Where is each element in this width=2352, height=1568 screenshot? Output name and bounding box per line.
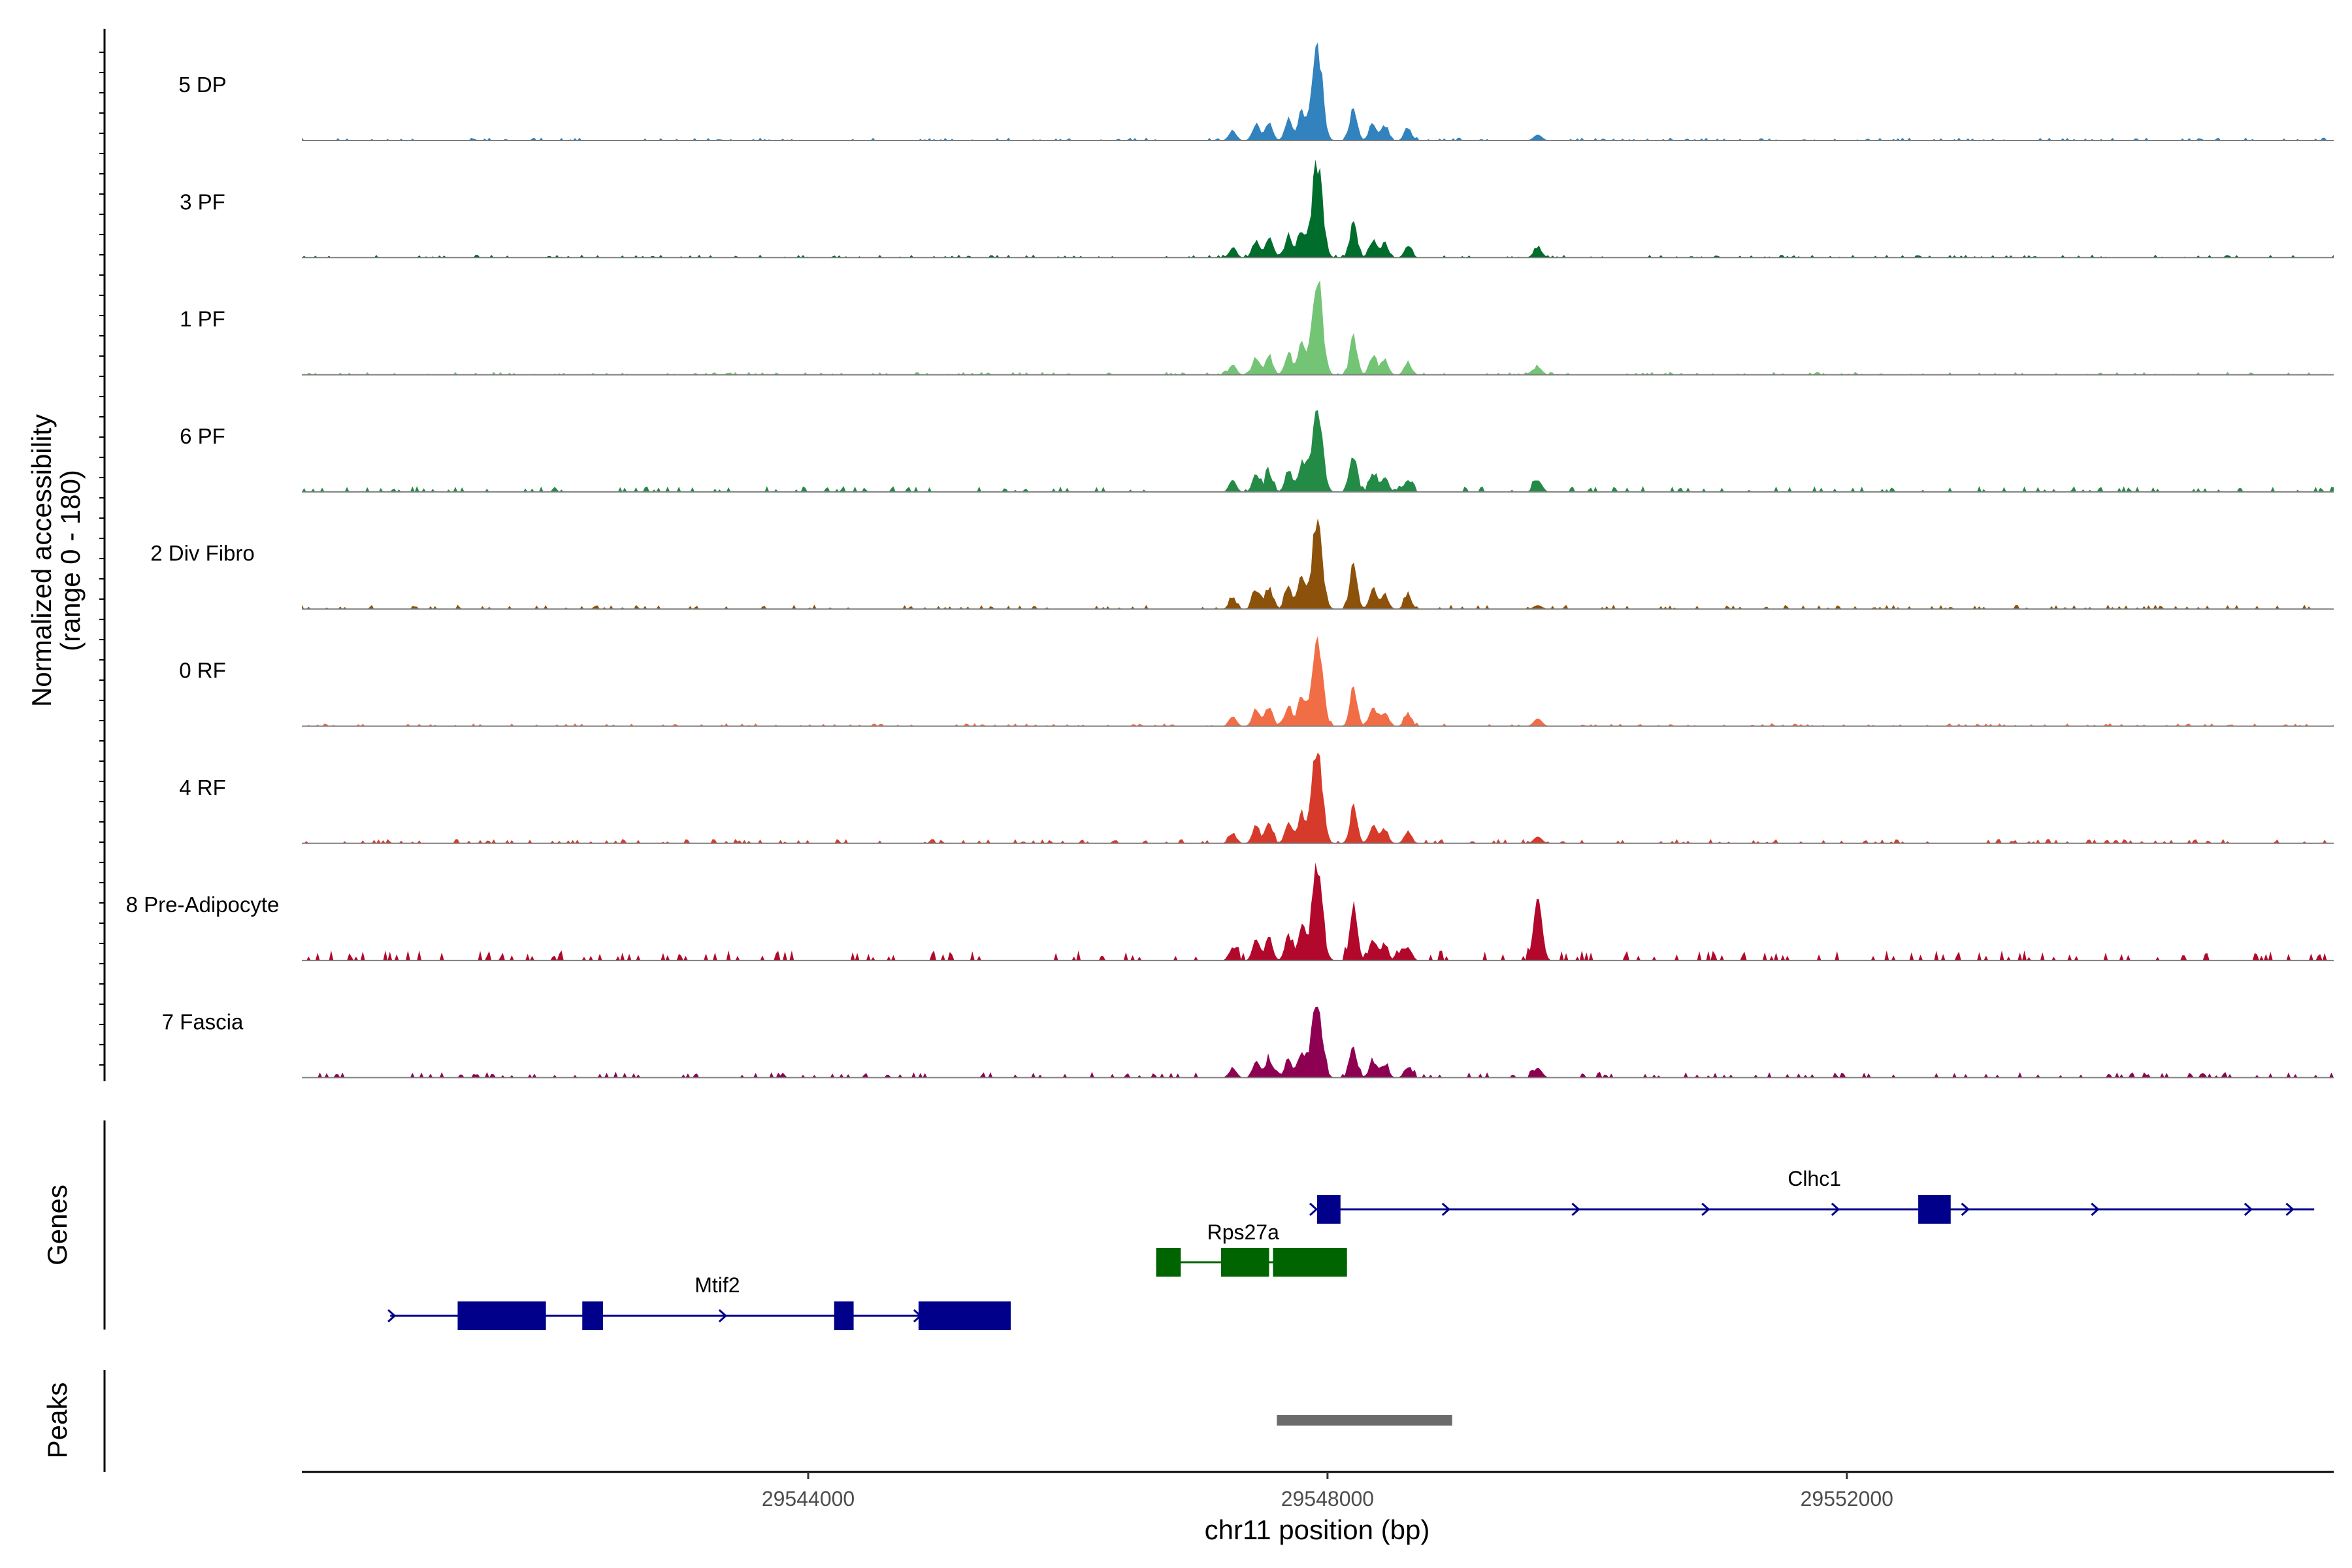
- gene-mtif2: Mtif2: [387, 1273, 1011, 1330]
- coverage-y-axis: [99, 29, 106, 1081]
- track-0-rf: 0 RF: [179, 636, 2334, 727]
- track-label: 3 PF: [180, 189, 225, 214]
- gene-annotations: Clhc1 Rps27a Mtif2: [387, 1167, 2315, 1330]
- strand-arrow: [1309, 1202, 1318, 1217]
- coverage-area: [302, 42, 2334, 140]
- strand-arrow: [1961, 1202, 1970, 1217]
- track-7-fascia: 7 Fascia: [162, 1006, 2334, 1079]
- gene-exon: [1156, 1248, 1181, 1277]
- x-axis-title: chr11 position (bp): [1205, 1514, 1430, 1545]
- strand-arrow: [2091, 1202, 2100, 1217]
- track-3-pf: 3 PF: [180, 159, 2334, 259]
- gene-exon: [1317, 1195, 1341, 1224]
- gene-exon: [1918, 1195, 1951, 1224]
- coverage-tracks: 5 DP 3 PF 1 PF 6 PF 2 Div Fibro 0 RF 4 RF 8 Pre…: [126, 42, 2334, 1079]
- track-label: 5 DP: [178, 73, 226, 97]
- track-label: 1 PF: [180, 307, 225, 331]
- x-tick-label: 29552000: [1801, 1487, 1893, 1511]
- y-axis-title: Normalized accessibility: [26, 414, 57, 707]
- coverage-area: [302, 518, 2334, 610]
- track-6-pf: 6 PF: [180, 410, 2334, 493]
- strand-arrow: [1441, 1202, 1450, 1217]
- track-label: 2 Div Fibro: [150, 541, 255, 565]
- strand-arrow: [1571, 1202, 1580, 1217]
- coverage-area: [302, 159, 2334, 258]
- gene-exon: [457, 1301, 546, 1330]
- track-label: 4 RF: [179, 776, 226, 800]
- strand-arrow: [2244, 1202, 2253, 1217]
- track-1-pf: 1 PF: [180, 280, 2334, 376]
- peak-regions: [1277, 1415, 1452, 1426]
- coverage-area: [302, 1006, 2334, 1078]
- strand-arrow: [1701, 1202, 1710, 1217]
- track-5-dp: 5 DP: [178, 42, 2334, 141]
- track-8-pre-adipocyte: 8 Pre-Adipocyte: [126, 862, 2334, 962]
- track-4-rf: 4 RF: [179, 752, 2334, 844]
- coverage-area: [302, 752, 2334, 843]
- gene-label: Clhc1: [1788, 1167, 1841, 1190]
- coverage-area: [302, 410, 2334, 492]
- strand-arrow: [1831, 1202, 1840, 1217]
- gene-exon: [1220, 1248, 1269, 1277]
- coverage-area: [302, 862, 2334, 961]
- x-tick-label: 29544000: [762, 1487, 855, 1511]
- coverage-area: [302, 280, 2334, 375]
- track-label: 6 PF: [180, 424, 225, 448]
- peak-region: [1277, 1415, 1452, 1426]
- gene-exon: [582, 1301, 604, 1330]
- gene-exon: [1273, 1248, 1347, 1277]
- gene-exon: [918, 1301, 1011, 1330]
- strand-arrow: [913, 1309, 923, 1323]
- strand-arrow: [2285, 1202, 2295, 1217]
- track-label: 0 RF: [179, 659, 226, 683]
- coverage-area: [302, 636, 2334, 727]
- track-2-div-fibro: 2 Div Fibro: [150, 518, 2334, 610]
- gene-label: Mtif2: [694, 1273, 740, 1297]
- genes-panel-title: Genes: [42, 1184, 73, 1266]
- x-axis-ticks: 29544000 29548000 29552000: [762, 1472, 1893, 1511]
- strand-arrow: [718, 1309, 728, 1323]
- gene-clhc1: Clhc1: [1309, 1167, 2315, 1224]
- peaks-panel-title: Peaks: [42, 1382, 73, 1459]
- track-label: 8 Pre-Adipocyte: [126, 892, 280, 917]
- strand-arrow: [387, 1309, 397, 1323]
- y-axis-range: (range 0 - 180): [55, 470, 86, 651]
- strand-arrow: [838, 1309, 847, 1323]
- gene-label: Rps27a: [1207, 1220, 1280, 1244]
- x-tick-label: 29548000: [1281, 1487, 1374, 1511]
- track-label: 7 Fascia: [162, 1009, 244, 1034]
- gene-rps27a: Rps27a: [1156, 1220, 1347, 1277]
